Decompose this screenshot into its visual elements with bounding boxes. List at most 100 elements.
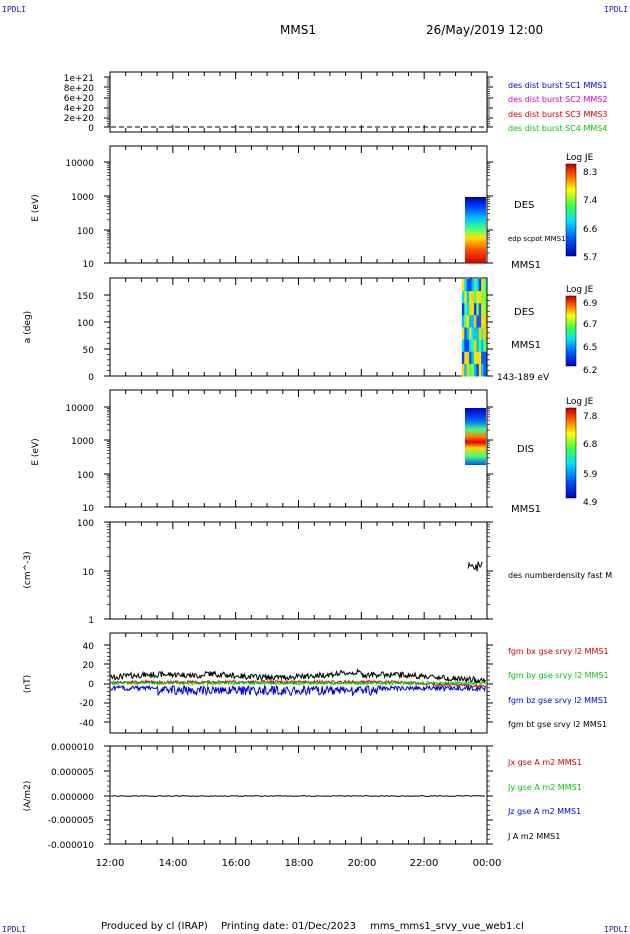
pitch-angle-cell [481,315,485,328]
pitch-angle-cell [464,279,468,292]
panel6-axes [104,632,493,734]
x-tick-label: 16:00 [222,858,251,869]
pitch-angle-cell [461,327,465,341]
pitch-angle-cell [481,339,485,353]
pitch-angle-cell [464,291,468,304]
corner-label-bottom-right: IPDLI [604,925,628,934]
pitch-angle-cell [469,339,473,353]
pitch-angle-cell [469,363,473,377]
pitch-angle-cell [476,363,480,377]
pitch-angle-cell [483,291,487,304]
panel2-ytick: 100 [77,227,94,237]
pitch-angle-cell [471,291,475,304]
panel4-colorbar-tick: 5.9 [583,470,598,480]
pitch-angle-cell [471,279,475,292]
pitch-angle-cell [464,327,468,341]
pitch-angle-cell [483,339,487,353]
pitch-angle-cell [478,279,482,292]
header-spacecraft: MMS1 [280,23,316,37]
panel4-colorbar-tick: 4.9 [583,498,598,508]
panel5-ytick: 1 [88,616,94,626]
panel4-colorbar-title: Log JE [566,397,594,407]
panel6-legend-bx: fgm bx gse srvy l2 MMS1 [508,647,609,656]
panel4-ytick: 100 [77,471,94,481]
pitch-angle-cell [478,363,482,377]
panel7-ytick: 0.000005 [51,768,94,778]
panel4-ylabel: E (eV) [31,438,41,465]
panel3-ytick: 150 [77,292,94,302]
panel-magnetic-field: 40 20 0 -20 -40 (nT) fgm bx gse srvy l2 … [23,632,609,734]
panel-des-energy: 10000 1000 100 10 E (eV) DES edp scpot M… [31,145,598,271]
panel-distribution: 1e+21 8e+20 6e+20 4e+20 2e+20 0 des dist… [64,71,607,134]
panel3-energy-label: 143-189 eV [497,373,550,383]
panel3-colorbar [565,295,577,367]
pitch-angle-cell [461,339,465,353]
panel7-ytick: 0.000010 [51,743,94,753]
panel5-density-line [467,561,483,572]
pitch-angle-cell [461,279,465,292]
panel1-legend-sc3: des dist burst SC3 MMS3 [508,110,607,119]
panel7-ytick: -0.000005 [48,816,94,826]
pitch-angle-cell [478,351,482,365]
pitch-angle-cell [471,315,475,328]
pitch-angle-cell [464,339,468,353]
panel1-ytick: 4e+20 [64,104,95,114]
panel3-ytick: 100 [77,319,94,329]
pitch-angle-cell [469,303,473,316]
pitch-angle-cell [469,315,473,328]
panel3-ytick: 50 [83,346,95,356]
pitch-angle-cell [471,351,475,365]
panel2-spectrogram [465,197,486,263]
panel6-ytick: -40 [79,719,94,729]
panel6-bx-line [110,679,486,688]
pitch-angle-cell [476,291,480,304]
panel3-colorbar-tick: 6.2 [583,366,597,376]
panel3-colorbar-tick: 6.7 [583,320,597,330]
panel6-ytick: -20 [79,699,94,709]
pitch-angle-cell [466,303,470,316]
panel1-ytick: 8e+20 [64,84,95,94]
panel2-ylabel: E (eV) [31,194,41,221]
pitch-angle-cell [471,363,475,377]
panel3-axes [104,277,493,377]
panel4-sc-label: MMS1 [511,504,541,515]
panel1-legend-sc1: des dist burst SC1 MMS1 [508,81,607,90]
x-tick-label: 00:00 [473,858,502,869]
pitch-angle-cell [466,351,470,365]
pitch-angle-cell [478,339,482,353]
panel1-ytick: 6e+20 [64,94,95,104]
pitch-angle-cell [464,351,468,365]
header-datetime: 26/May/2019 12:00 [426,23,543,37]
panel4-ytick: 10000 [65,404,94,414]
pitch-angle-cell [466,339,470,353]
panel-density: 100 10 1 (cm^-3) des numberdensity fast … [23,519,612,626]
panel6-ytick: 0 [88,680,94,690]
panel4-label: DIS [517,444,534,455]
panel4-ytick: 1000 [71,437,94,447]
panel3-colorbar-tick: 6.5 [583,343,597,353]
footer-filename: mms_mms1_srvy_vue_web1.cl [370,921,524,932]
pitch-angle-cell [476,339,480,353]
pitch-angle-cell [464,303,468,316]
panel6-bz-line [110,684,486,697]
panel-frame [109,277,488,377]
panel7-legend-jz: Jz gse A m2 MMS1 [507,807,581,816]
pitch-angle-cell [483,315,487,328]
corner-label-top-left: IPDLI [2,5,26,14]
pitch-angle-cell [469,327,473,341]
panel5-ytick: 100 [77,519,94,529]
panel3-colorbar-title: Log JE [566,285,594,295]
panel4-axes [104,389,493,508]
panel2-colorbar-tick: 8.3 [583,168,597,178]
panel2-colorbar-tick: 5.7 [583,253,597,263]
panel2-label: DES [514,200,534,211]
pitch-angle-cell [473,279,477,292]
panel6-bt-line [110,667,486,684]
panel-frame [109,521,488,620]
pitch-angle-cell [461,291,465,304]
panel2-axes [104,145,493,264]
panel-dis-energy: 10000 1000 100 10 E (eV) DIS MMS1 Log JE… [31,389,598,515]
pitch-angle-cell [483,279,487,292]
pitch-angle-cell [464,363,468,377]
panel2-ytick: 1000 [71,193,94,203]
